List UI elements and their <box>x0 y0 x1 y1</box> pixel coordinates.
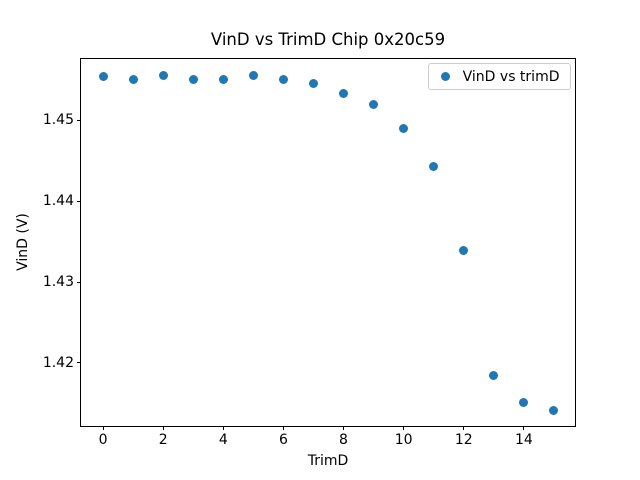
data-point <box>459 246 469 256</box>
data-point <box>339 89 349 99</box>
y-tick-label: 1.42 <box>42 354 74 371</box>
y-tick-label: 1.45 <box>42 112 74 129</box>
x-tick-label: 14 <box>514 432 533 449</box>
data-point <box>158 70 168 80</box>
x-tick-label: 8 <box>339 432 348 449</box>
plot-area: VinD vs trimD 0 2 4 6 8 10 12 14 1.42 1.43 1.44 1.4… <box>43 57 576 448</box>
x-tick-label: 0 <box>98 432 108 449</box>
data-point <box>519 398 529 408</box>
data-point <box>308 79 318 89</box>
y-axis-label: VinD (V) <box>15 213 31 271</box>
x-tick-label: 2 <box>158 432 168 449</box>
y-tick-mark <box>77 362 81 364</box>
legend: VinD vs trimD <box>427 63 571 91</box>
data-point <box>248 71 258 81</box>
legend-marker-dot <box>440 72 450 82</box>
x-tick-mark <box>102 426 104 431</box>
x-axis-label: TrimD <box>307 453 349 469</box>
data-point <box>489 371 499 381</box>
data-point <box>399 123 409 133</box>
x-tick-mark <box>162 426 164 431</box>
chart-title: VinD vs TrimD Chip 0x20c59 <box>210 30 446 49</box>
x-tick-label: 12 <box>454 432 473 449</box>
y-tick-label: 1.44 <box>42 193 74 210</box>
x-tick-label: 10 <box>394 432 413 449</box>
y-tick-mark <box>77 200 81 202</box>
y-tick-label: 1.43 <box>42 274 74 291</box>
x-tick-mark <box>463 426 465 431</box>
x-tick-label: 6 <box>278 432 288 449</box>
y-tick-mark <box>77 281 81 283</box>
data-point <box>218 74 228 84</box>
x-tick-mark <box>222 426 224 431</box>
legend-label: VinD vs trimD <box>462 68 560 85</box>
x-tick-label: 4 <box>218 432 228 449</box>
data-point <box>278 75 288 85</box>
x-tick-mark <box>403 426 405 431</box>
x-tick-mark <box>343 426 345 431</box>
x-tick-mark <box>523 426 525 431</box>
data-point <box>429 161 439 171</box>
x-tick-mark <box>282 426 284 431</box>
data-point <box>128 75 138 85</box>
data-point <box>549 406 559 416</box>
data-point <box>98 72 108 82</box>
data-point <box>369 99 379 109</box>
data-point <box>188 75 198 85</box>
y-tick-mark <box>77 119 81 121</box>
